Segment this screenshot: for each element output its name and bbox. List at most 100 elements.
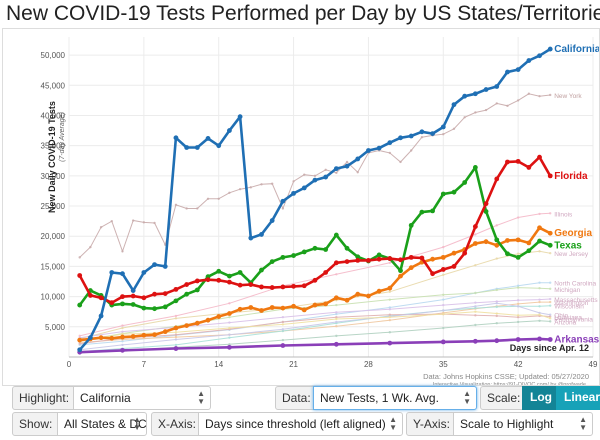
data-point	[483, 87, 489, 92]
yaxis-select[interactable]: Scale to Highlight ▲ ▼	[453, 412, 593, 436]
data-point	[505, 238, 510, 243]
data-point	[269, 285, 275, 290]
data-point	[537, 154, 542, 160]
data-point	[474, 323, 477, 327]
data-point	[549, 93, 552, 97]
xaxis-select[interactable]: Days since threshold (left aligned) ▲ ▼	[198, 412, 403, 436]
data-point	[376, 288, 382, 294]
y-tick-label: 5,000	[45, 323, 66, 332]
data-point	[537, 53, 542, 59]
data-point	[462, 180, 468, 185]
scale-log-button[interactable]: Log	[522, 386, 560, 410]
data-point	[442, 133, 445, 136]
data-point	[483, 239, 489, 245]
series-end-label: Florida	[554, 171, 588, 182]
data-point	[120, 347, 125, 353]
data-point	[174, 333, 178, 336]
data-point	[335, 311, 338, 314]
data-point	[388, 290, 392, 293]
data-point	[474, 306, 477, 310]
data-point	[130, 293, 136, 299]
data-point	[280, 343, 286, 348]
data-point	[388, 331, 392, 334]
data-point	[312, 245, 318, 251]
data-point	[526, 165, 532, 170]
scale-label: Scale:	[480, 386, 528, 410]
data-point	[430, 256, 435, 262]
data-point	[442, 326, 445, 330]
data-point	[174, 338, 178, 341]
data-point	[430, 131, 435, 137]
data-point	[109, 270, 115, 275]
data-point	[109, 300, 115, 306]
data-point	[495, 312, 498, 315]
data-point	[324, 168, 327, 172]
data-point	[281, 207, 285, 210]
data-point	[291, 283, 296, 289]
data-point	[205, 317, 211, 323]
data-point	[292, 180, 295, 183]
data-point	[494, 242, 500, 248]
data-point	[228, 336, 231, 339]
data-point	[228, 333, 231, 336]
data-point	[515, 337, 521, 342]
data-point	[526, 240, 532, 246]
data-point	[366, 148, 371, 153]
y-axis-title: New Daily COVID-19 Tests	[47, 101, 57, 213]
series-end-label: New York	[554, 93, 582, 100]
data-point	[194, 278, 200, 284]
data-point	[538, 311, 541, 315]
data-point	[344, 245, 350, 251]
data-point	[430, 208, 435, 214]
scale-linear-button[interactable]: Linear	[556, 386, 600, 410]
data-point	[184, 282, 190, 287]
select-arrows-icon: ▲ ▼	[133, 415, 141, 432]
data-point	[549, 281, 552, 284]
data-point	[89, 245, 92, 249]
data-point	[205, 277, 211, 283]
data-point	[269, 218, 275, 223]
data-point	[121, 343, 124, 347]
data-point	[333, 260, 339, 266]
data-point	[280, 254, 286, 260]
data-point	[430, 271, 435, 277]
data-point	[259, 232, 264, 237]
x-tick-label: 35	[439, 360, 448, 369]
data-point	[399, 160, 402, 164]
highlight-select[interactable]: California ▲ ▼	[73, 386, 211, 410]
data-point	[516, 216, 520, 219]
data-point	[495, 321, 498, 325]
data-point	[410, 149, 413, 152]
data-point	[141, 305, 147, 311]
data-point	[516, 320, 520, 324]
data-point	[130, 288, 136, 293]
y-axis-subtitle: (7-day Average)	[59, 112, 66, 162]
data-point	[78, 334, 81, 338]
data-point	[269, 259, 275, 265]
data-point	[472, 91, 478, 97]
data-point	[537, 336, 542, 342]
data-point	[335, 303, 338, 307]
data-point	[216, 268, 222, 274]
show-select[interactable]: All States & DC ▲ ▼	[57, 412, 147, 436]
data-point	[335, 312, 338, 316]
data-point	[238, 187, 242, 191]
data-point	[495, 257, 498, 260]
data-point	[173, 286, 179, 292]
data-point	[228, 315, 231, 319]
data-point	[355, 291, 361, 297]
data-point	[237, 270, 243, 275]
data-point	[344, 259, 350, 265]
data-point	[440, 267, 446, 272]
data-point	[280, 198, 286, 204]
data-point	[228, 343, 231, 346]
data-point	[121, 340, 124, 343]
data-point	[495, 314, 498, 318]
data-point	[483, 201, 489, 207]
data-point	[120, 334, 125, 340]
data-select[interactable]: New Tests, 1 Wk. Avg. ▲ ▼	[313, 386, 477, 410]
data-point	[388, 313, 392, 316]
data-point	[152, 306, 157, 312]
data-point	[110, 219, 113, 223]
data-point	[547, 337, 553, 342]
